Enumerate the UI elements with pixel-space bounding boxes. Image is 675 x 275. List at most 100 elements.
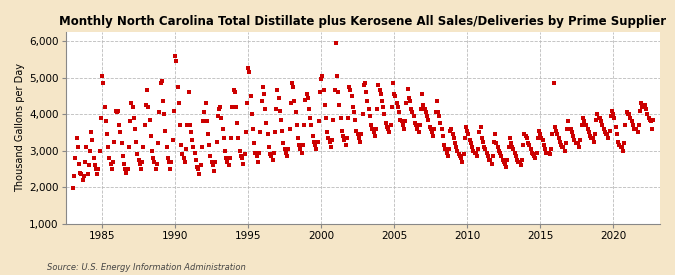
- Point: [128, 116, 139, 120]
- Point: [318, 88, 329, 93]
- Point: [624, 112, 634, 116]
- Point: [593, 116, 604, 120]
- Point: [83, 163, 94, 167]
- Point: [279, 147, 290, 151]
- Point: [163, 160, 174, 164]
- Point: [263, 145, 274, 149]
- Point: [416, 92, 427, 96]
- Point: [462, 128, 472, 133]
- Point: [487, 154, 498, 158]
- Point: [613, 139, 624, 144]
- Point: [486, 161, 497, 166]
- Point: [248, 126, 259, 131]
- Point: [578, 119, 589, 124]
- Point: [132, 152, 143, 156]
- Point: [396, 119, 407, 124]
- Point: [602, 132, 613, 136]
- Point: [187, 138, 198, 142]
- Point: [182, 123, 192, 127]
- Point: [232, 121, 242, 125]
- Point: [325, 145, 336, 149]
- Point: [281, 154, 292, 158]
- Point: [261, 121, 272, 125]
- Point: [493, 148, 504, 153]
- Point: [412, 126, 423, 131]
- Point: [205, 154, 216, 158]
- Point: [110, 108, 121, 113]
- Point: [496, 154, 507, 158]
- Point: [127, 105, 138, 109]
- Point: [84, 148, 95, 153]
- Point: [431, 99, 442, 104]
- Point: [167, 138, 178, 142]
- Point: [254, 150, 265, 155]
- Point: [546, 147, 557, 151]
- Point: [342, 116, 353, 120]
- Point: [534, 128, 545, 133]
- Point: [442, 154, 453, 158]
- Point: [369, 134, 380, 138]
- Point: [324, 139, 335, 144]
- Point: [266, 154, 277, 158]
- Point: [450, 141, 460, 145]
- Point: [424, 125, 435, 129]
- Point: [126, 101, 137, 105]
- Point: [277, 128, 288, 133]
- Point: [81, 145, 92, 149]
- Point: [609, 116, 620, 120]
- Point: [628, 126, 639, 131]
- Point: [406, 106, 416, 111]
- Point: [68, 186, 78, 190]
- Point: [402, 86, 413, 91]
- Point: [394, 110, 404, 115]
- Point: [322, 130, 333, 135]
- Point: [75, 170, 86, 175]
- Point: [289, 99, 300, 104]
- Point: [327, 138, 338, 142]
- Point: [510, 154, 521, 158]
- Point: [575, 138, 586, 142]
- Point: [565, 126, 576, 131]
- Point: [466, 145, 477, 149]
- Point: [307, 134, 318, 138]
- Point: [305, 116, 316, 120]
- Point: [479, 145, 489, 149]
- Point: [113, 108, 124, 113]
- Point: [338, 134, 348, 138]
- Point: [342, 136, 352, 140]
- Point: [231, 105, 242, 109]
- Point: [288, 84, 298, 89]
- Point: [607, 108, 618, 113]
- Point: [468, 148, 479, 153]
- Point: [583, 130, 594, 135]
- Point: [587, 136, 598, 140]
- Point: [244, 70, 254, 74]
- Point: [492, 145, 503, 149]
- Point: [423, 117, 433, 122]
- Point: [543, 150, 554, 155]
- Point: [302, 95, 313, 100]
- Point: [529, 154, 539, 158]
- Point: [381, 125, 392, 129]
- Point: [163, 156, 173, 160]
- Point: [180, 160, 190, 164]
- Point: [207, 163, 218, 167]
- Point: [620, 123, 631, 127]
- Point: [481, 150, 492, 155]
- Point: [398, 123, 408, 127]
- Point: [375, 92, 386, 96]
- Point: [572, 141, 583, 145]
- Point: [217, 126, 228, 131]
- Point: [545, 152, 556, 156]
- Point: [477, 136, 487, 140]
- Point: [242, 101, 252, 105]
- Point: [470, 150, 481, 155]
- Point: [148, 156, 159, 160]
- Point: [576, 123, 587, 127]
- Point: [577, 116, 588, 120]
- Point: [645, 117, 655, 122]
- Point: [474, 130, 485, 135]
- Point: [547, 132, 558, 136]
- Point: [615, 145, 626, 149]
- Point: [460, 125, 471, 129]
